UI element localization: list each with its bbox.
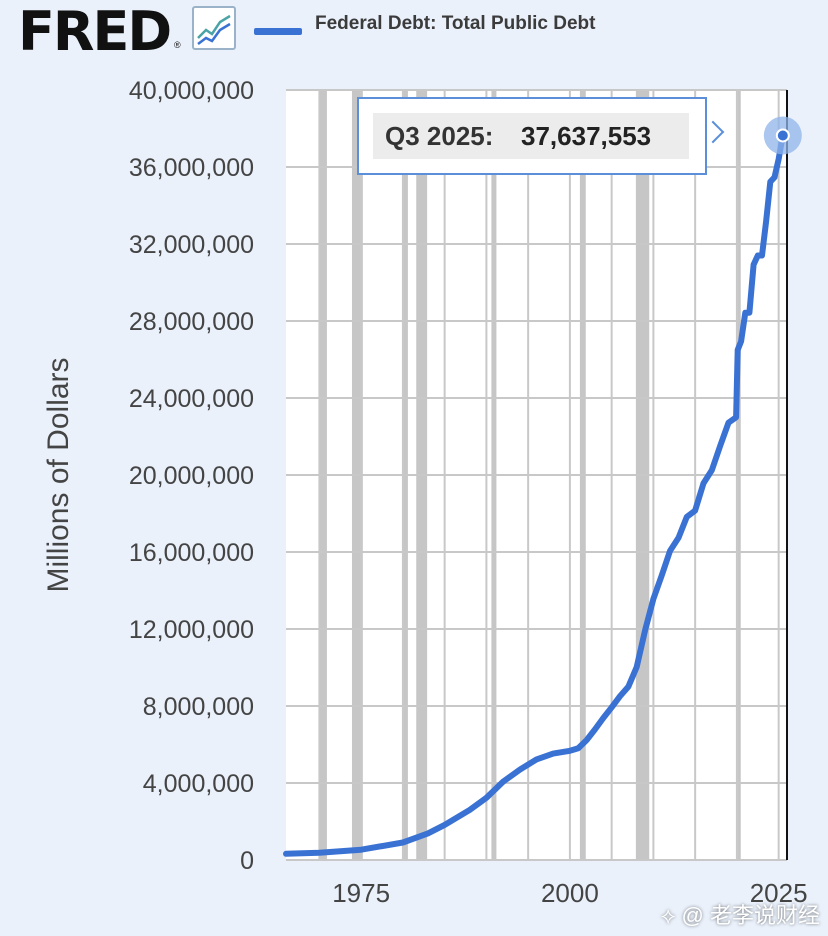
watermark-text: 老李说财经 (709, 903, 820, 928)
y-tick-label: 12,000,000 (129, 616, 254, 644)
gridlines (286, 89, 787, 861)
x-tick-label: 2025 (750, 878, 808, 908)
y-tick-label: 32,000,000 (129, 231, 254, 259)
y-tick-label: 16,000,000 (129, 539, 254, 567)
legend-swatch (254, 28, 302, 35)
y-tick-label: 40,000,000 (129, 77, 254, 105)
y-tick-label: 0 (240, 847, 254, 875)
y-tick-label: 8,000,000 (143, 693, 254, 721)
y-tick-label: 24,000,000 (129, 385, 254, 413)
x-tick-label: 2000 (541, 878, 599, 908)
y-tick-label: 20,000,000 (129, 462, 254, 490)
y-axis-ticks: 0 4,000,000 8,000,000 12,000,000 16,000,000 2… (129, 77, 254, 875)
tooltip-body: Q3 2025: 37,637,553 (373, 113, 689, 159)
line-chart-icon-graphic (197, 14, 231, 45)
tooltip: Q3 2025: 37,637,553 (357, 97, 707, 175)
tooltip-value: 37,637,553 (521, 121, 652, 151)
y-tick-label: 4,000,000 (143, 770, 254, 798)
watermark: ⟡ @ 老李说财经 (661, 898, 820, 930)
line-chart-icon[interactable] (192, 6, 236, 50)
fred-logo[interactable]: FRED (18, 0, 172, 63)
registered-mark: ® (174, 40, 181, 50)
x-axis-ticks: 1975 2000 2025 (332, 878, 807, 908)
y-axis-label: Millions of Dollars (42, 357, 75, 592)
series-line-federal-debt[interactable] (283, 132, 786, 857)
tooltip-date: Q3 2025: (385, 121, 494, 151)
legend-label[interactable]: Federal Debt: Total Public Debt (315, 13, 596, 34)
chart-header: FRED ® Federal Debt: Total Public Debt (0, 0, 828, 63)
y-tick-label: 36,000,000 (129, 154, 254, 182)
watermark-icon: ⟡ @ (660, 903, 710, 928)
hover-point[interactable] (775, 128, 790, 143)
y-tick-label: 28,000,000 (129, 308, 254, 336)
x-tick-label: 1975 (332, 878, 390, 908)
